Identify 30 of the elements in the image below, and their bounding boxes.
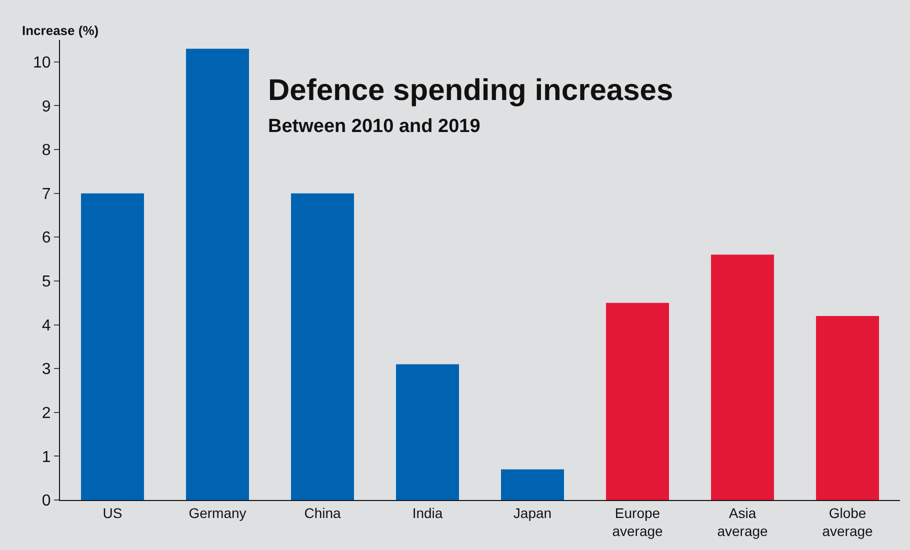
y-tick-label: 1	[42, 448, 51, 466]
x-tick-label: Europe average	[612, 504, 664, 539]
y-tick-label: 2	[42, 404, 51, 422]
y-tick-label: 10	[33, 54, 51, 72]
bar	[501, 469, 564, 500]
text: Between 2010 and 2019	[268, 116, 480, 137]
bar	[81, 193, 144, 500]
y-tick-label: 6	[42, 230, 51, 247]
y-tick-label: 3	[42, 361, 51, 378]
x-tick-label: China	[304, 504, 341, 521]
y-axis-title: Increase (%)	[22, 23, 99, 38]
x-tick-label: Asia average	[717, 504, 768, 539]
y-tick-label: 9	[42, 98, 51, 116]
bar	[186, 48, 249, 500]
bar	[291, 193, 354, 500]
x-tick-label: Japan	[513, 504, 552, 521]
bar	[816, 316, 879, 500]
text: Defence spending increases	[268, 74, 674, 107]
x-tick-label: India	[412, 504, 443, 521]
x-tick-label: Globe average	[822, 504, 874, 539]
y-tick-label: 5	[42, 274, 51, 291]
bar	[396, 364, 459, 500]
bar	[711, 254, 774, 500]
y-tick-label: 7	[42, 186, 51, 203]
y-tick-label: 4	[42, 317, 51, 334]
x-tick-label: Germany	[188, 504, 246, 521]
bar	[606, 302, 669, 500]
y-tick-label: 8	[42, 142, 51, 160]
x-tick-label: US	[102, 504, 122, 521]
y-tick-label: 0	[42, 492, 51, 510]
